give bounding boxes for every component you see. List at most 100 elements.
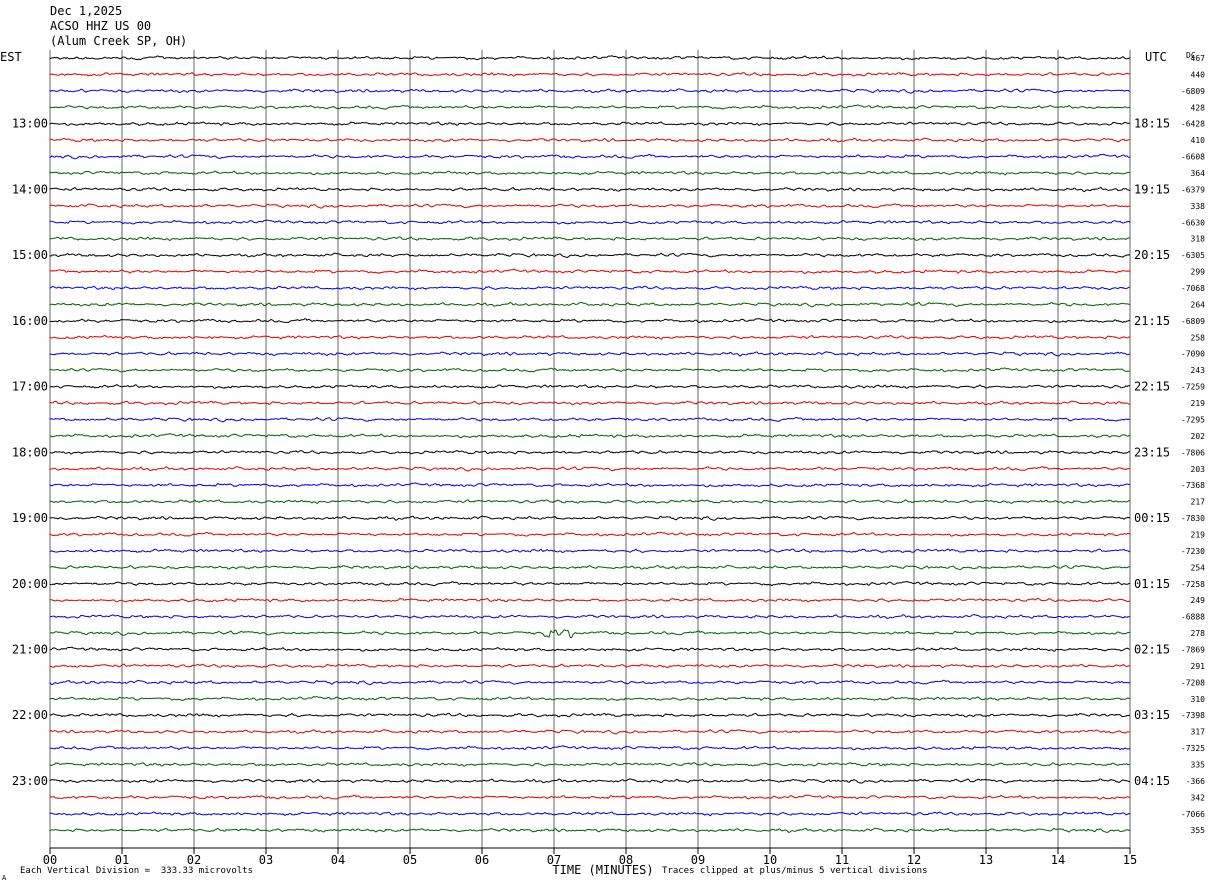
- dc-offset-label: 342: [1191, 793, 1206, 802]
- minute-gridlines: [49, 50, 1131, 848]
- trace-line: [49, 400, 1131, 406]
- x-tick-label: 06: [475, 853, 489, 867]
- dc-offset-label: -7258: [1181, 580, 1205, 589]
- header-date: Dec 1,2025: [50, 4, 123, 18]
- dc-offset-label: 428: [1191, 103, 1206, 112]
- dc-offset-label: -7869: [1181, 645, 1205, 654]
- right-hour-label: 20:15: [1134, 248, 1170, 262]
- right-hour-label: 21:15: [1134, 314, 1170, 328]
- trace-line: [49, 531, 1131, 537]
- right-hour-label: 01:15: [1134, 577, 1170, 591]
- trace-line: [49, 104, 1131, 110]
- left-hour-label: 18:00: [12, 445, 48, 459]
- right-hour-label: 04:15: [1134, 774, 1170, 788]
- trace-line: [49, 384, 1131, 389]
- x-tick-label: 05: [403, 853, 417, 867]
- x-tick-label: 03: [259, 853, 273, 867]
- trace-line: [49, 499, 1131, 505]
- corner-mark: A: [2, 874, 7, 882]
- left-timezone-label: EST: [0, 50, 22, 64]
- trace-line: [49, 794, 1131, 800]
- scale-note: Each Vertical Division = 333.33 microvol…: [20, 866, 253, 876]
- trace-line: [49, 268, 1131, 274]
- trace-line: [49, 778, 1131, 784]
- right-hour-label: 22:15: [1134, 380, 1170, 394]
- header-location: (Alum Creek SP, OH): [50, 34, 188, 48]
- trace-line: [49, 548, 1131, 554]
- dc-offset-label: 318: [1191, 235, 1206, 244]
- x-tick-label: 13: [979, 853, 993, 867]
- dc-offset-label: -7398: [1181, 711, 1205, 720]
- trace-line: [49, 482, 1131, 488]
- trace-line: [49, 827, 1130, 834]
- dc-offset-label: -6608: [1181, 153, 1205, 162]
- x-tick-label: 09: [691, 853, 705, 867]
- trace-line: [49, 515, 1131, 521]
- dc-offset-label: -7830: [1181, 514, 1205, 523]
- axis-labels: 00 01 02 03 04 05 06 07 08 09 10 11 12 13 14 15 TIME (MI…: [0, 50, 1205, 882]
- right-hour-label: 23:15: [1134, 445, 1170, 459]
- trace-line: [49, 432, 1131, 439]
- dc-offset-label: 258: [1191, 333, 1206, 342]
- trace-line: [49, 252, 1131, 259]
- left-hour-label: 16:00: [12, 314, 48, 328]
- dc-offset-label: 355: [1191, 826, 1206, 835]
- dc-offset-label: -7325: [1181, 744, 1205, 753]
- trace-line: [49, 762, 1130, 767]
- left-hour-label: 19:00: [12, 511, 48, 525]
- dc-offset-label: -6809: [1181, 317, 1205, 326]
- dc-offset-label: -6305: [1181, 251, 1205, 260]
- trace-line: [49, 564, 1131, 571]
- trace-line: [49, 679, 1131, 686]
- trace-line: [49, 449, 1131, 455]
- trace-line: [49, 88, 1131, 94]
- x-tick-label: 08: [619, 853, 633, 867]
- trace-line: [49, 695, 1131, 701]
- right-timezone-label: UTC: [1145, 50, 1167, 64]
- dc-offset-label: -6379: [1181, 185, 1205, 194]
- left-hour-label: 21:00: [12, 642, 48, 656]
- dc-offset-label: -7295: [1181, 415, 1205, 424]
- dc-offset-label: 249: [1191, 596, 1206, 605]
- trace-line: [49, 811, 1131, 817]
- left-hour-label: 17:00: [12, 380, 48, 394]
- x-tick-label: 04: [331, 853, 345, 867]
- x-tick-label: 00: [43, 853, 57, 867]
- dc-offset-label: 278: [1191, 629, 1206, 638]
- x-tick-label: 11: [835, 853, 849, 867]
- dc-offset-label: 217: [1191, 498, 1206, 507]
- left-hour-label: 15:00: [12, 248, 48, 262]
- left-hour-label: 22:00: [12, 708, 48, 722]
- dc-offset-label: -366: [1186, 777, 1205, 786]
- right-hour-label: 03:15: [1134, 708, 1170, 722]
- dc-offset-label: -7230: [1181, 547, 1205, 556]
- dc-offset-label: -7066: [1181, 810, 1205, 819]
- x-tick-label: 14: [1051, 853, 1065, 867]
- dc-offset-label: -6428: [1181, 120, 1205, 129]
- left-hour-label: 20:00: [12, 577, 48, 591]
- dc-offset-label: -7259: [1181, 383, 1205, 392]
- trace-line: [49, 318, 1131, 324]
- trace-line: [49, 646, 1131, 653]
- trace-line: [49, 285, 1131, 291]
- trace-line: [49, 663, 1131, 669]
- dc-offset-label: 264: [1191, 300, 1206, 309]
- x-tick-label: 15: [1123, 853, 1137, 867]
- trace-line: [49, 187, 1131, 193]
- trace-line: [49, 729, 1131, 735]
- dc-offset-label: -7090: [1181, 350, 1205, 359]
- left-hour-label: 13:00: [12, 117, 48, 131]
- dc-offset-label: 364: [1191, 169, 1206, 178]
- left-hour-label: 14:00: [12, 182, 48, 196]
- trace-line: [49, 334, 1131, 340]
- dc-offset-label: -7068: [1181, 284, 1205, 293]
- x-axis-label: TIME (MINUTES): [552, 863, 653, 877]
- right-hour-label: 00:15: [1134, 511, 1170, 525]
- dc-offset-label: 299: [1191, 268, 1206, 277]
- dc-offset-label: 317: [1191, 728, 1206, 737]
- dc-offset-label: -6809: [1181, 87, 1205, 96]
- dc-offset-label: 243: [1191, 366, 1206, 375]
- dc-header: DC: [1186, 51, 1196, 60]
- left-hour-label: 23:00: [12, 774, 48, 788]
